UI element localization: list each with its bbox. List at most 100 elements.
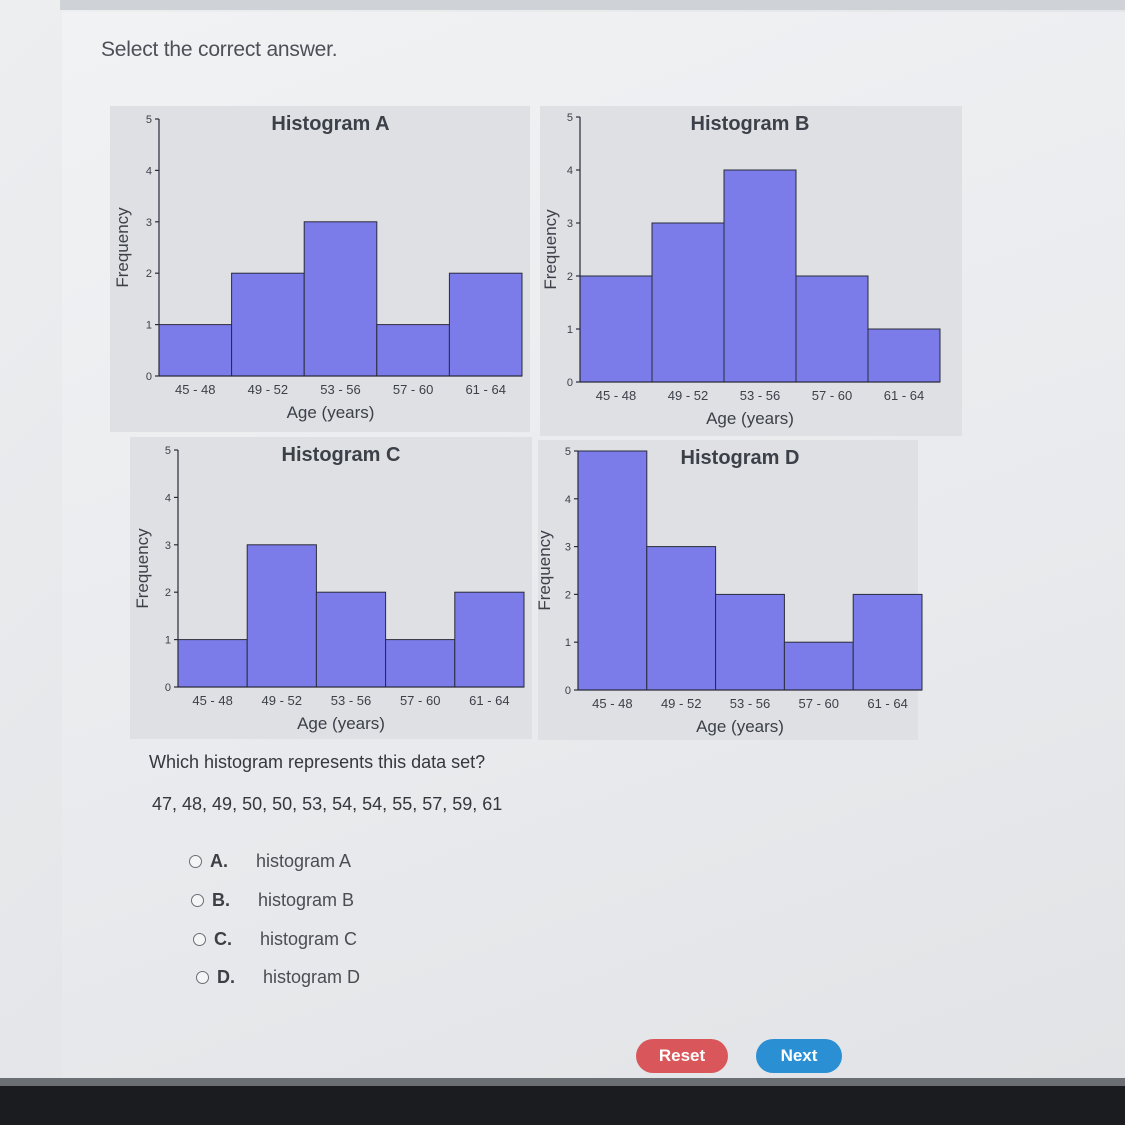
option-c-letter: C.	[214, 929, 232, 949]
histogram-svg: Histogram D 0 1 2 3 4 5 45 - 48 49 - 52 53 - 56 57…	[535, 446, 923, 736]
x-axis-label: Age (years)	[297, 714, 385, 733]
bar-3	[723, 169, 797, 383]
y-tick-label: 0	[165, 682, 171, 694]
x-tick-label: 57 - 60	[393, 382, 433, 397]
x-tick-label: 45 - 48	[192, 693, 232, 708]
x-axis-label: Age (years)	[706, 409, 794, 428]
bar-5	[867, 328, 941, 383]
bar-1	[158, 324, 233, 377]
x-tick-label: 57 - 60	[812, 388, 852, 403]
y-tick-label: 5	[565, 446, 571, 458]
y-tick-label: 0	[567, 377, 573, 389]
y-tick-label: 3	[146, 217, 152, 229]
bar-2	[646, 546, 717, 691]
bar-5	[454, 591, 525, 688]
chart-title: Histogram A	[271, 113, 389, 135]
x-tick-label: 61 - 64	[465, 382, 505, 397]
y-tick-label: 2	[565, 589, 571, 601]
instruction-text: Select the correct answer.	[101, 38, 338, 61]
bar-1	[579, 275, 653, 383]
x-tick-label: 53 - 56	[320, 382, 360, 397]
y-tick-label: 4	[567, 165, 573, 177]
bar-1	[577, 450, 648, 691]
bar-4	[376, 324, 450, 377]
question-text: Which histogram represents this data set…	[149, 752, 486, 772]
histogram-a: Histogram A 0 1 2 3 4 5 45 - 48 49 - 52 53 - 56 57…	[110, 106, 530, 432]
bar-2	[246, 544, 317, 688]
x-tick-label: 61 - 64	[469, 693, 509, 708]
y-axis-label: Frequency	[113, 207, 132, 288]
x-axis-label: Age (years)	[696, 717, 784, 736]
x-tick-label: 45 - 48	[596, 388, 636, 403]
option-a-letter: A.	[210, 851, 228, 871]
x-tick-label: 45 - 48	[592, 696, 632, 711]
y-tick-label: 3	[165, 540, 171, 552]
top-bar	[60, 0, 1125, 10]
option-c[interactable]: C. histogram C	[193, 929, 357, 950]
screen-bezel	[0, 1078, 1125, 1125]
option-c-label: histogram C	[260, 929, 358, 949]
histogram-b: Histogram B 0 1 2 3 4 5 45 - 48 49 - 52 53 - 56 57…	[540, 106, 962, 436]
option-a[interactable]: A. histogram A	[189, 851, 351, 872]
y-tick-label: 3	[567, 218, 573, 230]
bar-1	[177, 639, 248, 688]
x-tick-label: 61 - 64	[867, 696, 907, 711]
x-tick-label: 53 - 56	[730, 696, 770, 711]
option-b[interactable]: B. histogram B	[191, 890, 354, 911]
data-set-text: 47, 48, 49, 50, 50, 53, 54, 54, 55, 57, …	[152, 794, 503, 814]
y-tick-label: 1	[567, 324, 573, 336]
next-button[interactable]: Next	[756, 1039, 842, 1073]
y-tick-label: 0	[565, 685, 571, 697]
y-axis-label: Frequency	[535, 530, 554, 611]
y-tick-label: 2	[567, 271, 573, 283]
bar-5	[448, 272, 523, 377]
histogram-d: Histogram D 0 1 2 3 4 5 45 - 48 49 - 52 53 - 56 57…	[535, 440, 923, 740]
x-tick-label: 53 - 56	[331, 693, 371, 708]
option-a-label: histogram A	[256, 851, 352, 871]
chart-title: Histogram D	[681, 447, 800, 469]
y-tick-label: 1	[565, 637, 571, 649]
y-tick-label: 4	[146, 165, 152, 177]
histogram-c: Histogram C 0 1 2 3 4 5 45 - 48 49 - 52 53 - 56 57…	[130, 437, 532, 739]
x-tick-label: 57 - 60	[799, 696, 839, 711]
histogram-svg: Histogram C 0 1 2 3 4 5 45 - 48 49 - 52 53 - 56 57…	[133, 444, 525, 733]
y-tick-label: 4	[565, 494, 571, 506]
x-tick-label: 49 - 52	[248, 382, 288, 397]
bar-5	[852, 593, 923, 691]
y-tick-label: 5	[146, 114, 152, 126]
x-tick-label: 49 - 52	[262, 693, 302, 708]
x-axis-label: Age (years)	[287, 403, 375, 422]
option-d-letter: D.	[217, 967, 235, 987]
option-d[interactable]: D. histogram D	[196, 967, 360, 988]
y-tick-label: 2	[146, 268, 152, 280]
x-tick-label: 61 - 64	[884, 388, 924, 403]
radio-a[interactable]	[189, 855, 202, 868]
bar-3	[303, 221, 378, 377]
y-tick-label: 2	[165, 587, 171, 599]
y-axis-label: Frequency	[541, 209, 560, 290]
x-tick-label: 49 - 52	[661, 696, 701, 711]
x-tick-label: 49 - 52	[668, 388, 708, 403]
reset-button[interactable]: Reset	[636, 1039, 728, 1073]
chart-title: Histogram B	[691, 113, 810, 135]
bar-4	[385, 639, 456, 688]
y-tick-label: 1	[165, 635, 171, 647]
radio-c[interactable]	[193, 933, 206, 946]
option-b-letter: B.	[212, 890, 230, 910]
radio-d[interactable]	[196, 971, 209, 984]
histogram-svg: Histogram A 0 1 2 3 4 5 45 - 48 49 - 52 53 - 56 57…	[113, 113, 523, 422]
chart-title: Histogram C	[282, 444, 401, 466]
radio-b[interactable]	[191, 894, 204, 907]
bar-3	[715, 593, 785, 691]
y-tick-label: 4	[165, 492, 171, 504]
option-d-label: histogram D	[263, 967, 361, 987]
y-tick-label: 0	[146, 371, 152, 383]
bar-4	[795, 275, 869, 383]
bar-4	[783, 641, 854, 691]
option-b-label: histogram B	[258, 890, 355, 910]
x-tick-label: 53 - 56	[740, 388, 780, 403]
bar-2	[231, 272, 305, 377]
x-tick-label: 57 - 60	[400, 693, 440, 708]
bar-3	[315, 591, 387, 688]
y-tick-label: 5	[567, 112, 573, 124]
